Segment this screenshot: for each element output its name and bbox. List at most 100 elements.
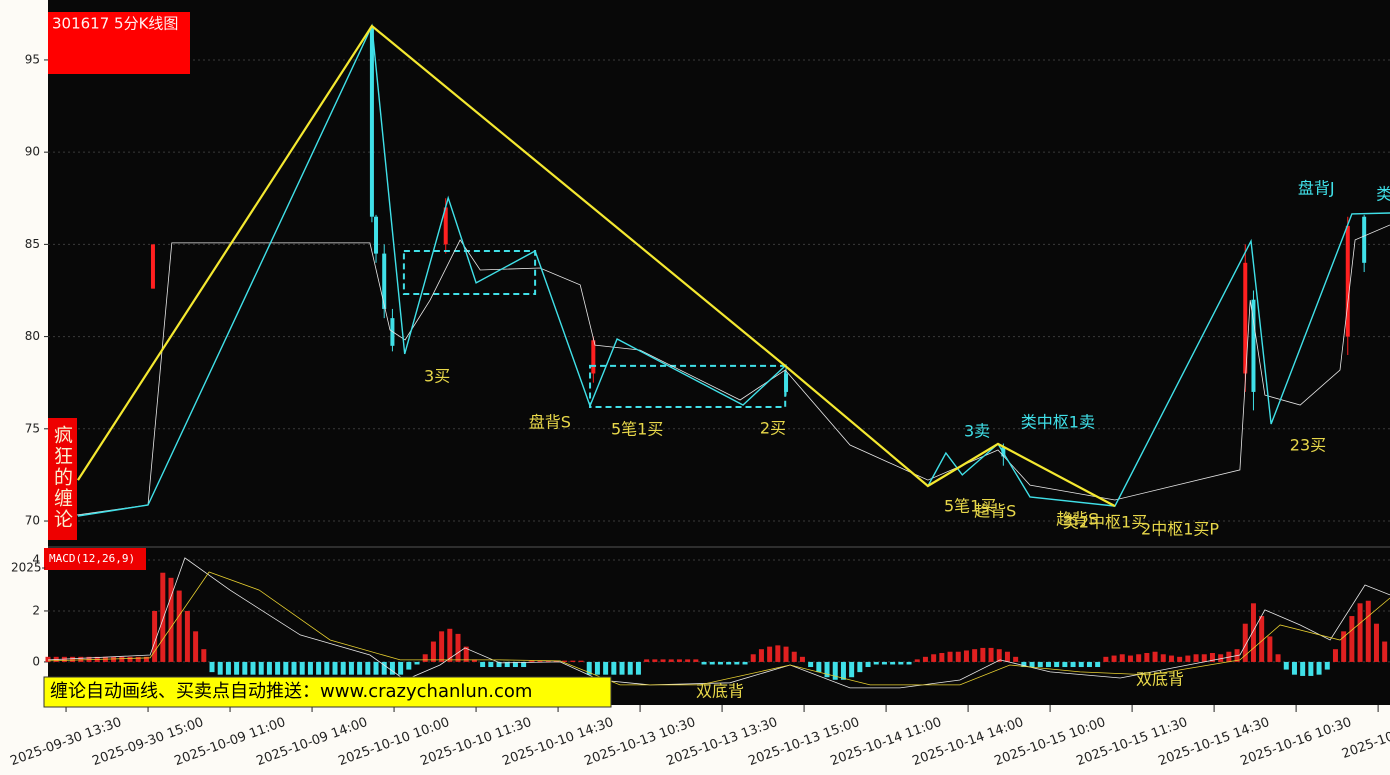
candle-body xyxy=(1345,225,1350,337)
macd-bar xyxy=(849,661,855,678)
macd-bar xyxy=(578,660,584,662)
macd-bar xyxy=(693,659,699,662)
candle-body xyxy=(1243,262,1248,374)
macd-bar xyxy=(242,661,248,675)
macd-bar xyxy=(168,577,174,662)
macd-bar xyxy=(1283,661,1289,670)
chart-title: 301617 5分K线图 xyxy=(52,15,178,33)
macd-bar xyxy=(570,660,576,662)
y-tick-label: 85 xyxy=(25,237,40,251)
macd-bar xyxy=(365,661,371,675)
annotation: 23买 xyxy=(1290,435,1326,454)
macd-bar xyxy=(1177,656,1183,662)
macd-bar xyxy=(947,651,953,662)
macd-bar xyxy=(939,653,945,662)
macd-bar xyxy=(1209,653,1215,662)
macd-bar xyxy=(422,654,428,662)
annotation: 2买 xyxy=(760,418,786,437)
macd-bar xyxy=(1365,600,1371,662)
macd-bar xyxy=(1168,655,1174,662)
annotation: 3买 xyxy=(424,366,450,385)
macd-bar xyxy=(332,661,338,675)
macd-bar xyxy=(127,656,133,662)
macd-bar xyxy=(562,660,568,662)
y-tick-label: 80 xyxy=(25,329,40,343)
side-label-box xyxy=(48,418,77,540)
annotation: 趋背S xyxy=(1056,510,1098,529)
macd-bar xyxy=(545,660,551,662)
macd-bar xyxy=(980,647,986,662)
macd-bar xyxy=(1086,661,1092,668)
macd-bar xyxy=(972,649,978,662)
macd-bar xyxy=(685,659,691,662)
macd-bar xyxy=(488,661,494,668)
macd-bar xyxy=(906,661,912,665)
macd-bar xyxy=(373,661,379,675)
macd-bar xyxy=(1267,636,1273,662)
candle-body xyxy=(443,207,448,245)
macd-bar xyxy=(660,659,666,662)
banner-box xyxy=(43,676,612,708)
macd-bar xyxy=(504,661,510,668)
line xyxy=(76,24,1116,508)
hub-box xyxy=(402,250,537,295)
annotation: 2中枢1买P xyxy=(1141,520,1219,539)
axis-fragment: 2025- xyxy=(11,561,46,575)
macd-bar xyxy=(324,661,330,675)
macd-bar xyxy=(1300,661,1306,676)
macd-bar xyxy=(594,661,600,675)
macd-bar xyxy=(463,646,469,662)
annotation: 类 xyxy=(1376,184,1390,203)
macd-bar xyxy=(586,661,592,675)
macd-bar xyxy=(734,661,740,665)
macd-bar xyxy=(627,661,633,675)
macd-bar xyxy=(1242,623,1248,662)
macd-bar xyxy=(1316,661,1322,675)
candle-body xyxy=(1251,299,1256,392)
macd-bar xyxy=(299,661,305,675)
annotation: 类中枢1卖 xyxy=(1021,413,1095,432)
macd-bar xyxy=(430,641,436,662)
macd-bar xyxy=(1004,651,1010,662)
macd-bar xyxy=(791,651,797,662)
plot-background xyxy=(48,0,1390,705)
line xyxy=(47,571,1390,686)
macd-bar xyxy=(143,656,149,662)
macd-bar xyxy=(611,661,617,675)
macd-bar xyxy=(603,661,609,675)
macd-bar xyxy=(225,661,231,675)
macd-bar xyxy=(1045,661,1051,668)
macd-bar xyxy=(537,660,543,662)
macd-bar xyxy=(119,656,125,662)
macd-bar xyxy=(1291,661,1297,675)
macd-bar xyxy=(553,660,559,662)
macd-bar xyxy=(701,661,707,665)
macd-bar xyxy=(45,656,51,662)
macd-bar xyxy=(824,661,830,678)
macd-bar xyxy=(1341,631,1347,662)
macd-bar xyxy=(1382,641,1388,662)
macd-bar xyxy=(890,661,896,665)
macd-bar xyxy=(644,659,650,662)
macd-bar xyxy=(406,661,412,670)
macd-bar xyxy=(1078,661,1084,668)
macd-bar xyxy=(209,661,215,673)
macd-bar xyxy=(816,661,822,673)
annotation: 5笔1买 xyxy=(611,420,663,439)
macd-title-box xyxy=(44,548,146,570)
macd-bar xyxy=(1332,649,1338,662)
macd-bar xyxy=(217,661,223,675)
macd-bar xyxy=(1095,661,1101,668)
macd-title: MACD(12,26,9) xyxy=(49,552,135,565)
macd-bar xyxy=(881,661,887,665)
macd-bar xyxy=(857,661,863,673)
macd-bar xyxy=(1054,661,1060,668)
macd-bar xyxy=(455,633,461,662)
y-tick-label: 70 xyxy=(25,514,40,528)
macd-bar xyxy=(283,661,289,675)
macd-bar xyxy=(1070,661,1076,668)
macd-bar xyxy=(307,661,313,675)
macd-bar xyxy=(1308,661,1314,676)
macd-bar xyxy=(1193,654,1199,662)
